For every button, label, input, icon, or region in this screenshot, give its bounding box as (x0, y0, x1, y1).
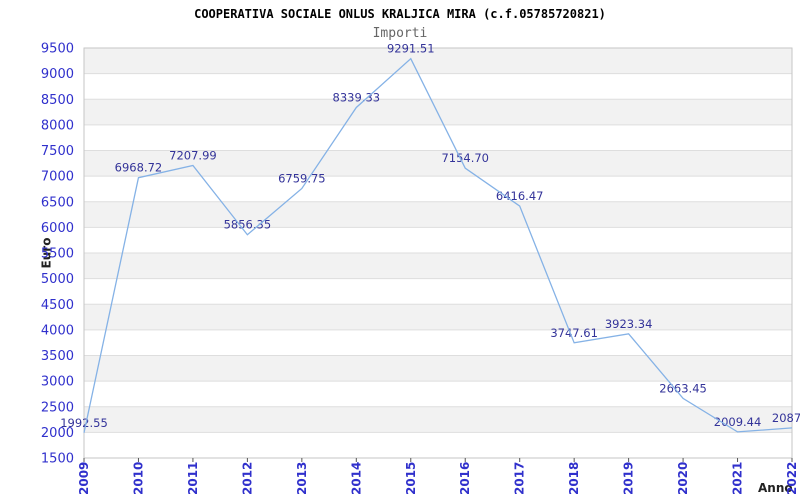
y-tick-label: 5500 (41, 247, 74, 262)
series-line (83, 57, 793, 433)
x-tick-label: 2011 (186, 462, 200, 495)
data-label: 6759.75 (278, 171, 326, 185)
plot-border (83, 47, 793, 459)
data-label: 8339.33 (333, 90, 381, 104)
y-tick-label: 2000 (41, 426, 74, 441)
y-tick-label: 6000 (41, 221, 74, 236)
y-tick-label: 8000 (41, 118, 74, 133)
y-tick-label: 9000 (41, 67, 74, 82)
y-tick-label: 1500 (41, 452, 74, 467)
y-tick-label: 6500 (41, 195, 74, 210)
data-label: 2663.45 (659, 381, 707, 395)
x-tick-label: 2019 (622, 462, 636, 495)
band (84, 406, 792, 433)
x-tick-label: 2020 (676, 462, 690, 495)
y-tick-label: 8500 (41, 93, 74, 108)
x-tick-label: 2015 (404, 462, 418, 495)
y-tick-label: 2500 (41, 400, 74, 415)
x-tick-label: 2022 (785, 462, 799, 495)
x-tick-label: 2014 (349, 462, 363, 495)
data-label: 5856.35 (224, 218, 272, 232)
band (84, 304, 792, 330)
data-label: 9291.51 (387, 42, 435, 56)
x-axis-title: Anno (758, 481, 793, 495)
x-tick-label: 2009 (77, 462, 91, 495)
band (84, 150, 792, 177)
x-tick-labels: 2009 2010 2011 2012 2013 2014 2015 2016 2017 2018… (77, 458, 799, 495)
data-labels: 1992.55 6968.72 7207.99 5856.35 6759.75 8339.… (60, 42, 800, 430)
data-label: 1992.55 (60, 416, 108, 430)
band (84, 253, 792, 279)
chart-subtitle: Importi (372, 26, 428, 41)
band (84, 201, 792, 228)
data-label: 7207.99 (169, 148, 217, 162)
data-label: 7154.70 (441, 151, 489, 165)
x-tick-label: 2012 (240, 462, 254, 495)
y-tick-label: 3000 (41, 375, 74, 390)
y-tick-label: 5000 (41, 272, 74, 287)
data-label: 3747.61 (550, 326, 598, 340)
data-label: 2087.1 (772, 411, 800, 425)
x-tick-label: 2021 (731, 462, 745, 495)
x-tick-label: 2016 (458, 462, 472, 495)
x-tick-label: 2010 (131, 462, 145, 495)
x-tick-label: 2018 (567, 462, 581, 495)
y-tick-labels: 1500 2000 2500 3000 3500 4000 4500 5000 5500 6000… (41, 42, 74, 467)
x-tick-label: 2013 (295, 462, 309, 495)
y-tick-label: 4500 (41, 298, 74, 313)
band (84, 355, 792, 382)
data-label: 6968.72 (115, 161, 163, 175)
band (84, 48, 792, 74)
y-tick-label: 4000 (41, 323, 74, 338)
plot-bands (84, 48, 792, 433)
y-tick-label: 7000 (41, 170, 74, 185)
data-label: 6416.47 (496, 189, 544, 203)
data-label: 2009.44 (714, 415, 762, 429)
y-tick-label: 3500 (41, 349, 74, 364)
data-label: 3923.34 (605, 317, 653, 331)
chart-title: COOPERATIVA SOCIALE ONLUS KRALJICA MIRA … (194, 7, 606, 21)
x-tick-label: 2017 (513, 462, 527, 495)
y-tick-label: 9500 (41, 42, 74, 57)
y-tick-label: 7500 (41, 144, 74, 159)
y-gridlines (84, 73, 792, 433)
